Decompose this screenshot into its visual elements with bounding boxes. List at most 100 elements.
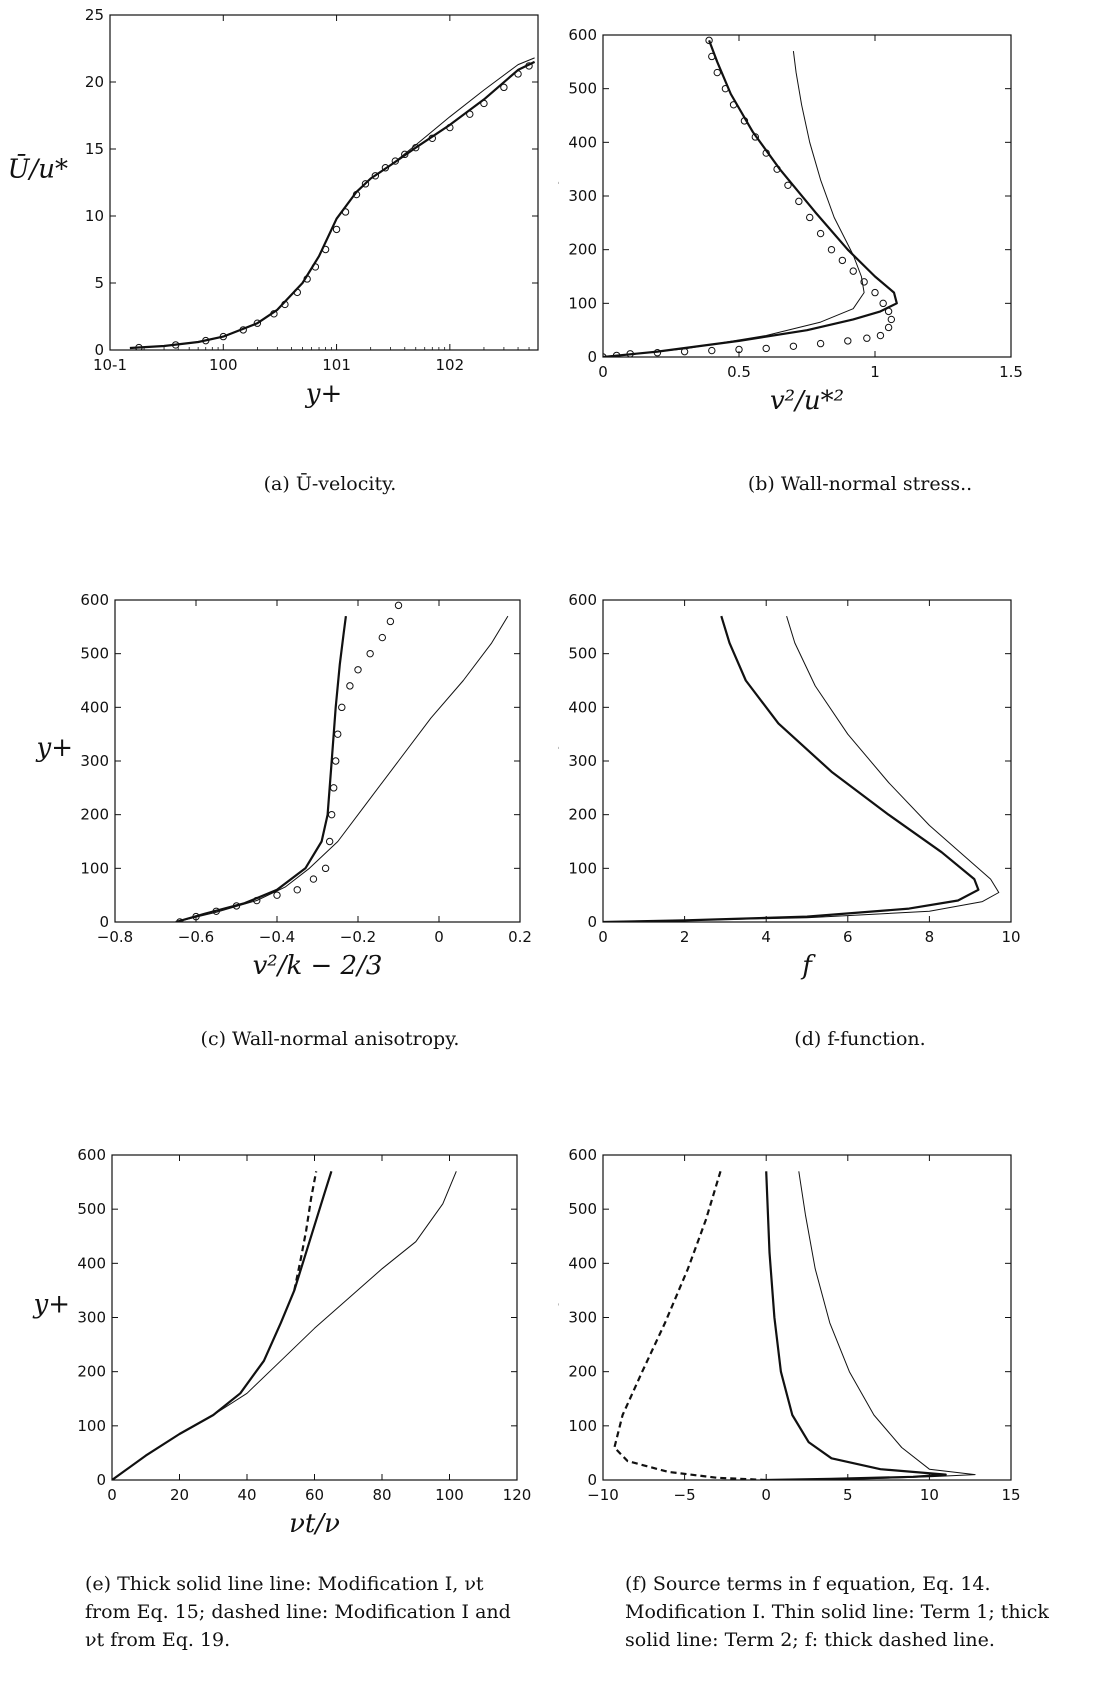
data-marker [735, 345, 743, 354]
data-marker [876, 331, 885, 340]
y-tick-label: 500 [568, 80, 597, 98]
dashed-line-series [293, 1171, 318, 1291]
data-marker [332, 225, 341, 234]
data-marker [401, 150, 409, 159]
y-tick-label: 25 [85, 6, 104, 24]
data-marker [887, 315, 896, 324]
data-marker [871, 288, 879, 297]
data-marker [338, 703, 346, 712]
caption-e: (e) Thick solid line line: Modification … [85, 1573, 511, 1651]
y-tick-label: 600 [568, 591, 597, 609]
y-tick-label: 200 [77, 1363, 106, 1381]
y-tick-label: 0 [99, 913, 109, 931]
y-tick-label: 5 [94, 274, 104, 292]
data-marker [361, 180, 370, 188]
x-tick-label: 0 [598, 928, 608, 946]
x-tick-label: 120 [503, 1486, 532, 1504]
y-axis-label: Ū/u* [8, 154, 68, 185]
thick-line-series [765, 1171, 947, 1480]
thick-line-series [603, 40, 898, 357]
panel-c: −0.8 −0.6 −0.4 −0.2 0 0.2 0 100 200 300 400 500 600 v… [0, 565, 558, 995]
caption-b: (b) Wall-normal stress.. [747, 473, 973, 495]
caption-d: (d) f-function. [794, 1028, 926, 1050]
x-tick-label: 8 [925, 928, 935, 946]
data-marker [341, 208, 350, 216]
x-tick-label: −0.8 [97, 928, 133, 946]
y-tick-label: 0 [94, 341, 104, 359]
data-marker [239, 326, 247, 334]
chart-d-svg: 02468100100200300400500600fy+ [558, 591, 1021, 981]
thin-line-series [766, 1171, 976, 1480]
x-tick-label: 20 [170, 1486, 189, 1504]
data-marker [860, 278, 868, 286]
y-tick-label: 100 [568, 1417, 597, 1435]
data-marker [253, 319, 262, 327]
marker-series [603, 36, 896, 357]
data-marker [219, 332, 227, 341]
data-marker [705, 36, 713, 45]
x-tick-label: 102 [436, 356, 465, 374]
axes-frame [109, 14, 539, 351]
thin-line-series [175, 615, 509, 922]
y-tick-label: 600 [568, 1146, 597, 1164]
axes-frame [602, 599, 1012, 923]
data-marker [603, 353, 607, 357]
data-marker [352, 190, 361, 199]
data-marker [721, 84, 730, 93]
data-marker [394, 601, 403, 610]
x-tick-label: 1 [870, 363, 880, 381]
y-tick-label: 300 [80, 752, 109, 770]
data-marker [838, 256, 847, 265]
data-marker [500, 83, 508, 92]
data-marker [386, 617, 395, 626]
caption-a: (a) Ū-velocity. [263, 473, 397, 495]
data-marker [311, 263, 320, 271]
data-marker [729, 101, 738, 109]
data-marker [884, 307, 893, 316]
y-tick-label: 10 [85, 207, 104, 225]
data-marker [171, 341, 180, 349]
x-tick-label: 100 [209, 356, 238, 374]
data-marker [412, 143, 420, 152]
data-marker [309, 875, 318, 883]
data-marker [273, 891, 281, 899]
y-tick-label: 400 [77, 1254, 106, 1272]
data-marker [366, 649, 374, 658]
data-marker [626, 350, 634, 357]
data-marker [514, 70, 522, 78]
axes-frame [111, 1154, 518, 1481]
thick-line-series [603, 615, 980, 922]
y-axis-label: y+ [558, 1290, 561, 1320]
data-marker [806, 213, 814, 222]
data-marker [879, 299, 887, 308]
y-tick-label: 300 [568, 187, 597, 205]
y-tick-label: 100 [568, 859, 597, 877]
y-tick-label: 100 [77, 1417, 106, 1435]
y-tick-label: 0 [96, 1471, 106, 1489]
data-marker [816, 229, 825, 238]
data-marker [816, 339, 825, 348]
y-tick-label: 20 [85, 73, 104, 91]
x-tick-label: 0.5 [727, 363, 751, 381]
panel-e: 0 20 40 60 80 100 120 0 100 200 300 400 500 600 νt/ν y+ [0, 1120, 558, 1540]
caption-f: (f) Source terms in f equation, Eq. 14. … [625, 1573, 1049, 1651]
x-tick-label: 40 [237, 1486, 256, 1504]
x-axis-label: νt/ν [289, 1509, 340, 1539]
data-marker [330, 784, 338, 792]
chart-c-svg: −0.8 −0.6 −0.4 −0.2 0 0.2 0 100 200 300 400 500 600 v… [36, 591, 532, 981]
y-tick-label: 15 [85, 140, 104, 158]
y-tick-label: 300 [568, 752, 597, 770]
caption-c: (c) Wall-normal anisotropy. [200, 1028, 460, 1050]
data-marker [740, 117, 749, 125]
x-tick-label: 15 [1001, 1486, 1020, 1504]
x-tick-label: −0.6 [178, 928, 214, 946]
data-marker [391, 157, 400, 165]
y-tick-label: 400 [568, 698, 597, 716]
y-tick-label: 500 [80, 645, 109, 663]
data-marker [612, 351, 621, 357]
data-marker [202, 336, 210, 345]
y-tick-label: 200 [80, 806, 109, 824]
chart-f-svg: −10 −5 0 5 10 15 0 100 200 300 400 500 600 y+ [558, 1146, 1021, 1504]
x-tick-label: −10 [587, 1486, 619, 1504]
thin-line-series [129, 57, 535, 349]
